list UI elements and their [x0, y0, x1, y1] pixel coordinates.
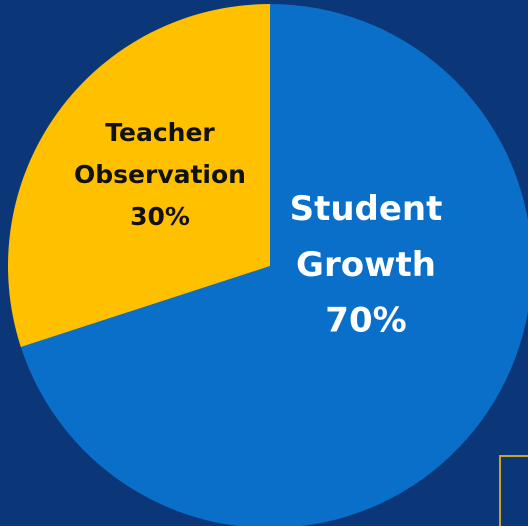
slice-label: Teacher Observation [74, 118, 246, 189]
corner-frame [499, 455, 528, 526]
pie-slice [7, 4, 271, 347]
slice-value-label: 70% [325, 301, 406, 341]
pie [7, 4, 528, 526]
slice-value-label: 30% [130, 202, 190, 231]
pie-slice [20, 4, 528, 526]
slice-label: Student Growth [290, 189, 443, 285]
